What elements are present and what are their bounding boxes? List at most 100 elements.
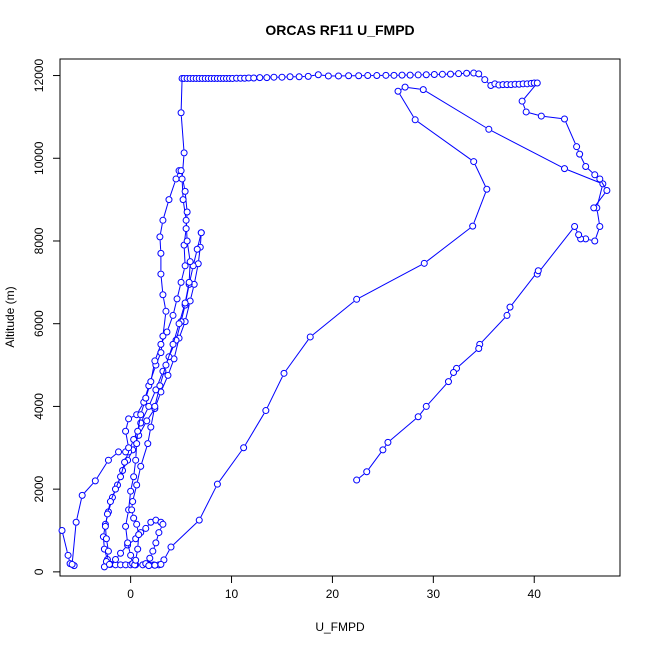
data-point (117, 549, 125, 557)
series-line-segment (198, 250, 201, 261)
data-point (503, 311, 511, 319)
data-point (193, 245, 201, 253)
series-line-segment (486, 81, 489, 84)
data-point (177, 109, 185, 117)
data-point (169, 311, 177, 319)
series-line-segment (419, 408, 425, 415)
data-point (603, 187, 611, 195)
series-line-segment (180, 81, 183, 110)
data-point (481, 76, 489, 84)
data-point (591, 237, 599, 245)
data-point (163, 328, 171, 336)
series-line-segment (184, 194, 188, 209)
series-line-segment (312, 301, 355, 336)
x-axis: 0 10 20 30 40 (127, 576, 541, 601)
data-point (286, 73, 294, 81)
data-point (455, 70, 463, 78)
y-tick-label: 10000 (32, 141, 46, 175)
series-line-segment (116, 479, 120, 487)
series-line-segment (185, 285, 189, 300)
series-line-segment (399, 94, 414, 118)
series-1 (99, 83, 607, 569)
data-point (180, 149, 188, 157)
y-axis-label: Altitude (m) (3, 286, 17, 347)
series-line-segment (190, 287, 194, 298)
data-point (130, 473, 138, 481)
data-point (533, 79, 541, 87)
data-point (422, 402, 430, 410)
data-point (135, 531, 143, 539)
data-point (382, 71, 390, 79)
data-point (124, 539, 132, 547)
chart-title: ORCAS RF11 U_FMPD (265, 22, 414, 38)
data-point (134, 427, 142, 435)
data-point (133, 520, 141, 528)
series-line-segment (185, 304, 190, 319)
data-point (137, 411, 145, 419)
series-line-segment (147, 524, 149, 527)
data-point (250, 74, 258, 82)
data-point (306, 333, 314, 341)
data-point (133, 440, 141, 448)
series-line-segment (111, 492, 115, 499)
series-line-segment (130, 480, 134, 488)
x-tick-label: 20 (326, 587, 340, 601)
series-line-segment (137, 418, 141, 428)
series-line-segment (127, 546, 131, 553)
data-point (414, 413, 422, 421)
series-line-segment (311, 74, 315, 77)
series-line-segment (511, 273, 537, 305)
series-line-segment (125, 513, 129, 524)
data-point (156, 233, 164, 241)
data-point (183, 208, 191, 216)
series-line-segment (173, 522, 198, 545)
data-point (280, 369, 288, 377)
data-point (157, 249, 165, 257)
x-tick-label: 10 (225, 587, 239, 601)
data-point (438, 70, 446, 78)
y-tick-label: 12000 (32, 59, 46, 93)
series-line-segment (507, 310, 510, 313)
series-line-segment (219, 450, 242, 482)
x-tick-label: 40 (528, 587, 542, 601)
data-point (353, 295, 361, 303)
data-point (576, 150, 584, 158)
data-point (157, 270, 165, 278)
data-point (195, 516, 203, 524)
data-point (475, 70, 483, 78)
data-point (590, 204, 598, 212)
data-point (159, 520, 167, 528)
series-line-segment (565, 121, 576, 144)
series-line-segment (177, 285, 181, 296)
series-line-segment (125, 454, 128, 460)
data-point (125, 444, 133, 452)
data-point (122, 427, 130, 435)
series-line-segment (181, 308, 185, 319)
series-line-segment (194, 267, 199, 282)
series-line-segment (587, 168, 593, 173)
data-point (162, 307, 170, 315)
series-line-segment (166, 347, 173, 362)
data-point (152, 539, 160, 547)
data-point (450, 369, 458, 377)
data-point (147, 378, 155, 386)
data-point (345, 72, 353, 80)
data-point (304, 72, 312, 80)
series-line-segment (125, 529, 128, 540)
data-point (197, 229, 205, 237)
y-tick-label: 8000 (32, 227, 46, 254)
data-point (485, 125, 493, 133)
data-point (68, 560, 76, 568)
series-line-segment (135, 552, 138, 557)
data-point (446, 70, 454, 78)
series-line-segment (131, 415, 134, 418)
data-point (573, 143, 581, 151)
data-point (561, 115, 569, 123)
series-line-segment (417, 121, 472, 160)
series-line-segment (159, 240, 162, 250)
data-point (142, 394, 150, 402)
series-line-segment (125, 422, 129, 428)
series-line-segment (199, 236, 202, 244)
series-line-segment (266, 376, 283, 408)
series-line-segment (136, 469, 141, 482)
